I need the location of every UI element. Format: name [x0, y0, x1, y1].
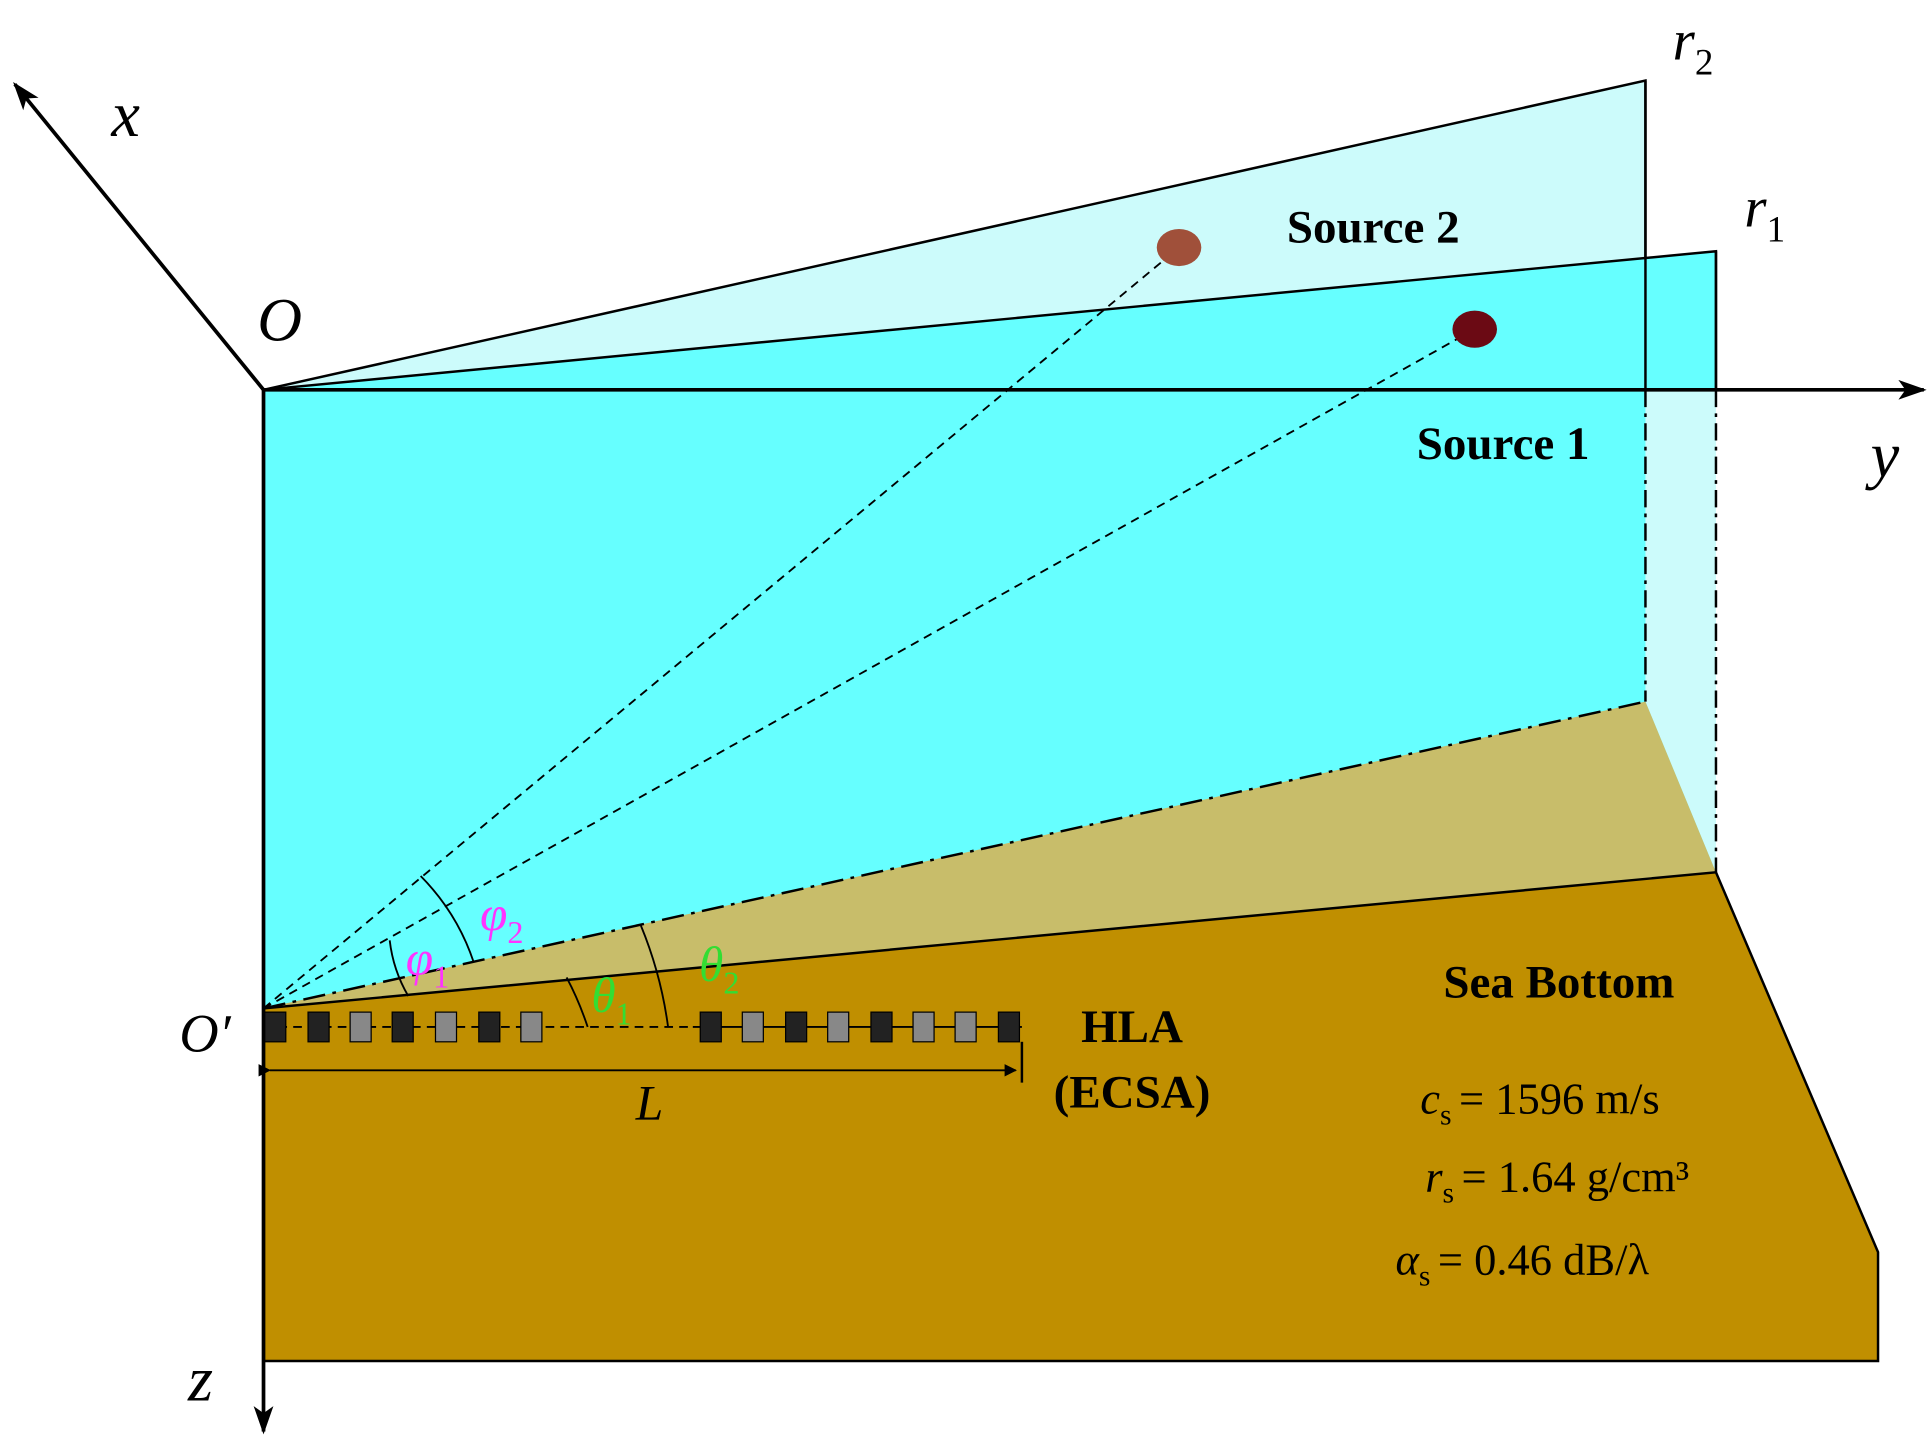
- symbol: φ: [480, 886, 507, 941]
- angle-arc: [565, 977, 589, 1028]
- subscript: 2: [1695, 42, 1714, 83]
- angle-label: θ2: [699, 937, 739, 1000]
- symbol: φ: [406, 931, 433, 986]
- subscript: 1: [433, 958, 449, 994]
- y-label: y: [1865, 419, 1900, 490]
- range-label: r1: [1744, 177, 1785, 251]
- angle-arc: [640, 925, 669, 1028]
- angle-label: φ2: [480, 886, 523, 949]
- source-label: Source 1: [1417, 418, 1590, 470]
- origin-prime-label: O′: [179, 1003, 231, 1064]
- subscript: 2: [507, 914, 523, 950]
- subscript: 1: [1767, 209, 1786, 250]
- source-label: Source 2: [1287, 202, 1460, 254]
- symbol: θ: [591, 968, 615, 1023]
- sea-bottom-title: Sea Bottom: [1443, 956, 1674, 1008]
- symbol: θ: [699, 937, 723, 992]
- angle-arc: [388, 940, 410, 997]
- symbol: r: [1744, 177, 1767, 240]
- subscript: 2: [723, 965, 739, 1001]
- subscript: s: [1443, 1178, 1455, 1210]
- array-type: (ECSA): [1054, 1066, 1211, 1118]
- side-plane: [1645, 389, 1716, 873]
- value: = 1.64 g/cm³: [1462, 1152, 1690, 1202]
- value: = 1596 m/s: [1459, 1074, 1660, 1124]
- array-name: HLA: [1081, 1001, 1183, 1053]
- x-axis: [13, 82, 265, 391]
- origin-label: O: [257, 286, 302, 354]
- array-sensors: [264, 1011, 1021, 1043]
- subscript: 1: [616, 995, 632, 1031]
- x-label: x: [110, 79, 140, 150]
- angle-label: θ1: [591, 968, 631, 1031]
- length-label: L: [635, 1076, 664, 1131]
- bottom-slope: [263, 701, 1716, 1009]
- parameter: cs = 1596 m/s: [1420, 1074, 1659, 1132]
- parameter: αs = 0.46 dB/λ: [1396, 1234, 1650, 1292]
- angle-arc: [419, 875, 475, 963]
- subscript: s: [1419, 1261, 1431, 1293]
- slope-edge: [263, 700, 1646, 1010]
- subscript: s: [1440, 1100, 1452, 1132]
- range-label: r2: [1673, 9, 1714, 83]
- symbol: α: [1396, 1234, 1421, 1284]
- value: = 0.46 dB/λ: [1438, 1234, 1650, 1284]
- symbol: r: [1425, 1152, 1443, 1202]
- z-label: z: [187, 1344, 213, 1415]
- symbol: c: [1420, 1074, 1440, 1124]
- parameter: rs = 1.64 g/cm³: [1425, 1152, 1689, 1210]
- source-2-marker: [1156, 228, 1202, 267]
- symbol: r: [1673, 9, 1696, 72]
- source-1-marker: [1452, 310, 1497, 348]
- angle-label: φ1: [406, 931, 449, 994]
- ray: [262, 246, 1180, 1010]
